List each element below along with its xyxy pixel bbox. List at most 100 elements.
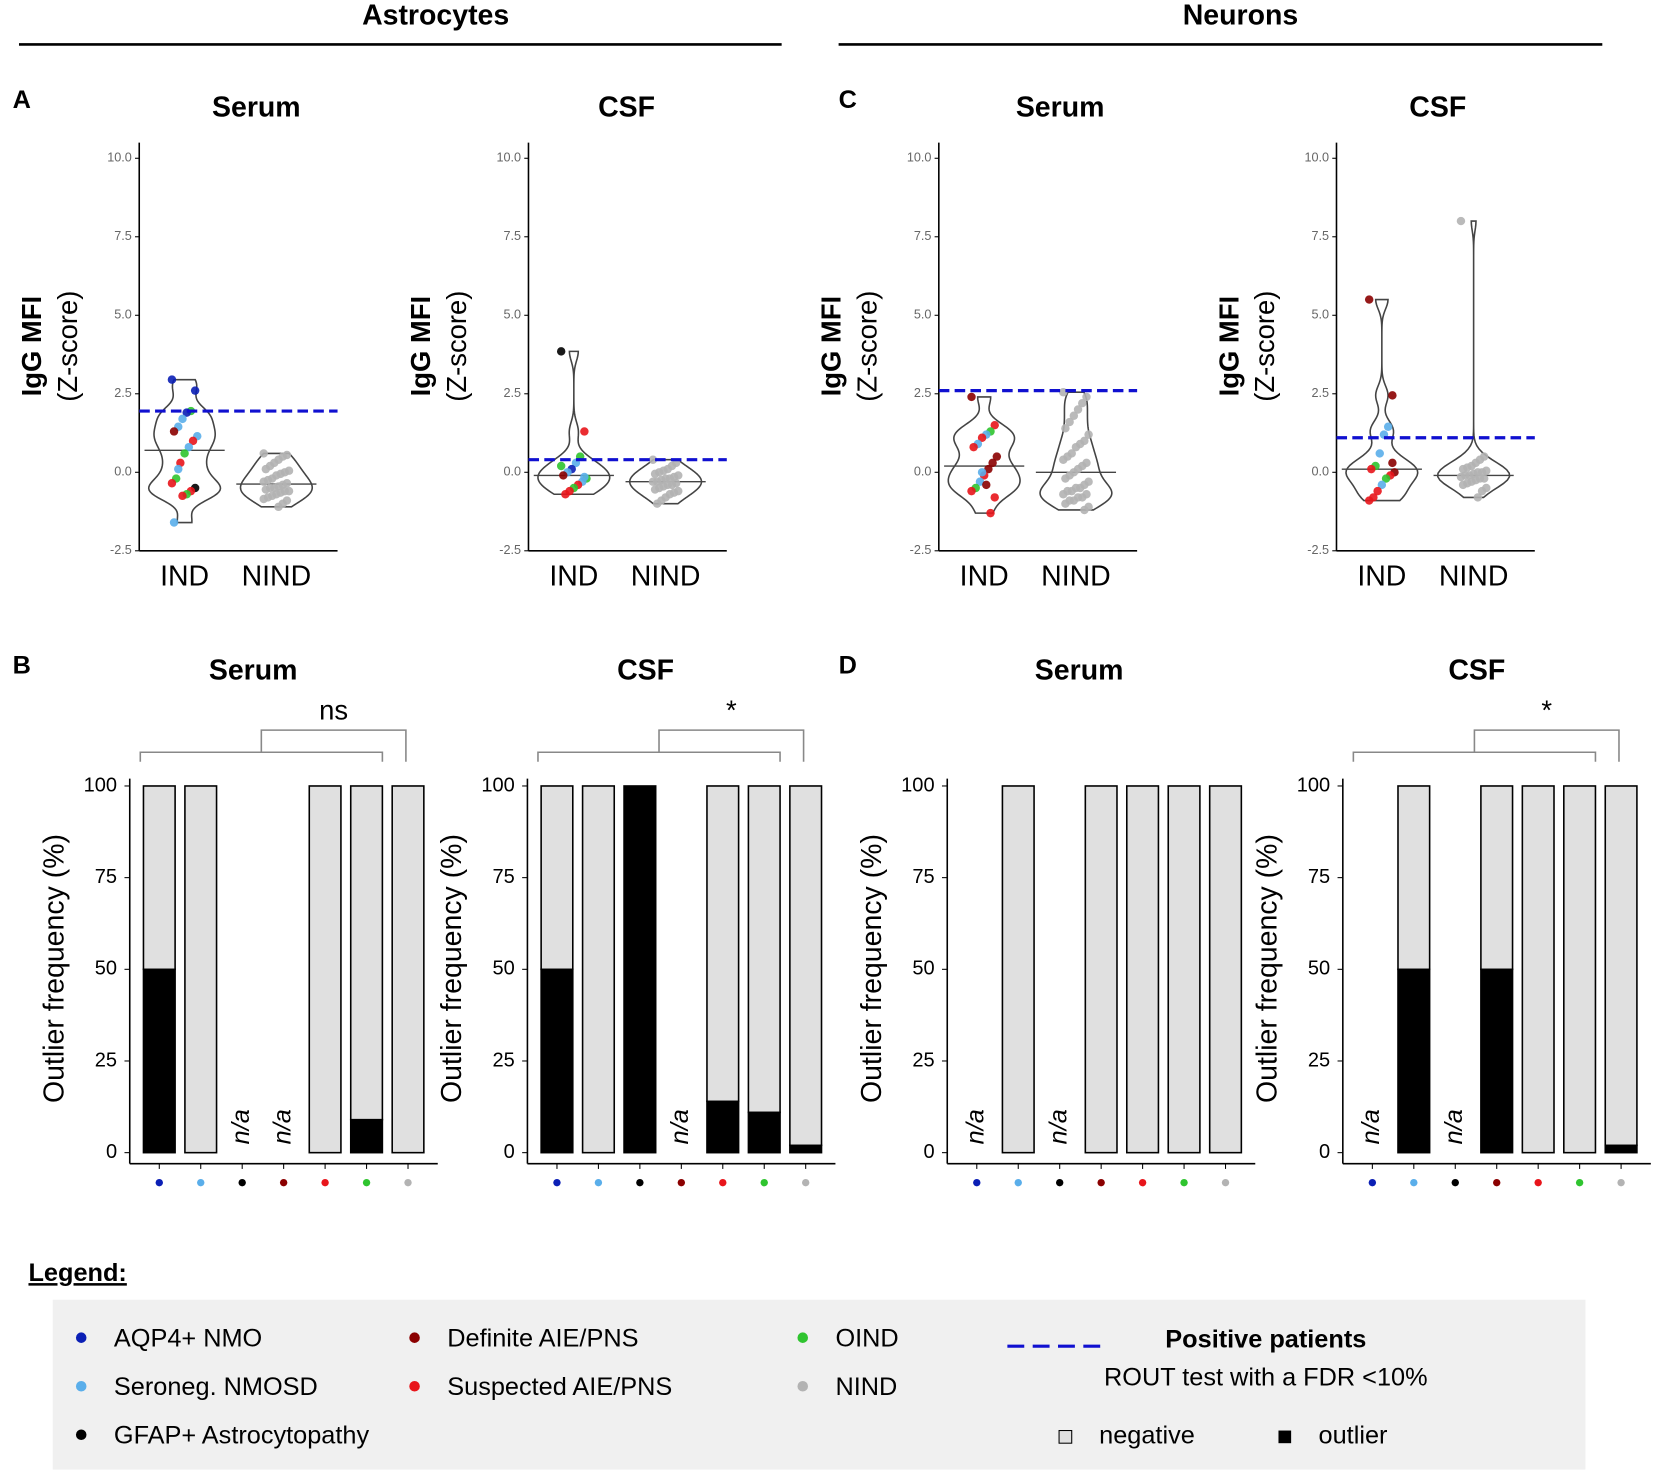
chart-title: Serum xyxy=(209,655,298,687)
y-tick-label: 75 xyxy=(1308,866,1330,888)
na-label: n/a xyxy=(1044,1109,1072,1144)
legend-marker xyxy=(75,1429,87,1441)
y-tick-label: 5.0 xyxy=(504,308,522,322)
y-tick-label: 2.5 xyxy=(504,386,522,400)
category-dot xyxy=(279,1178,288,1187)
legend-marker xyxy=(797,1380,809,1392)
bar-segment xyxy=(142,785,176,971)
data-point xyxy=(969,442,978,452)
data-point xyxy=(556,347,566,356)
y-tick-label: 50 xyxy=(912,958,934,980)
data-point xyxy=(178,414,187,424)
y-tick-label: 25 xyxy=(95,1049,117,1071)
legend-label: negative xyxy=(1099,1422,1195,1450)
y-tick-label: 7.5 xyxy=(504,229,522,243)
category-dot xyxy=(636,1178,644,1187)
bracket xyxy=(658,729,805,762)
panel-letter: D xyxy=(839,652,857,680)
y-tick-label: 2.5 xyxy=(1312,386,1330,400)
data-point xyxy=(1061,424,1070,433)
significance-label: * xyxy=(1541,694,1552,725)
data-point xyxy=(984,464,993,474)
data-point xyxy=(259,494,268,504)
legend-label: NIND xyxy=(835,1373,897,1401)
data-point xyxy=(1078,398,1087,408)
x-tick-label: NIND xyxy=(631,561,701,593)
header: Neurons xyxy=(1183,0,1298,32)
data-point xyxy=(975,477,985,486)
data-point xyxy=(977,433,987,442)
panel-letter: B xyxy=(13,652,31,680)
category-dot xyxy=(1138,1178,1147,1187)
data-point xyxy=(167,479,177,488)
y-tick-label: 100 xyxy=(1297,774,1330,796)
data-point xyxy=(967,392,976,402)
legend-marker xyxy=(1058,1430,1073,1444)
bar-segment xyxy=(540,968,574,1154)
data-point xyxy=(1473,493,1483,502)
bracket xyxy=(537,751,781,762)
chart-title: CSF xyxy=(617,655,674,687)
category-dot xyxy=(1097,1178,1105,1187)
violin xyxy=(537,350,611,496)
data-point xyxy=(559,471,568,480)
violin xyxy=(1345,298,1419,502)
y-axis-label: (Z-score) xyxy=(851,291,882,402)
category-dot xyxy=(1014,1178,1022,1187)
bar-segment xyxy=(391,785,425,1154)
legend-label: outlier xyxy=(1319,1422,1388,1450)
y-tick-label: 25 xyxy=(492,1049,514,1071)
legend-label: Positive patients xyxy=(1165,1326,1366,1354)
y-tick-label: 75 xyxy=(95,866,117,888)
y-tick-label: 0 xyxy=(1319,1141,1330,1163)
y-axis-label: Outlier frequency (%) xyxy=(856,834,888,1103)
category-dot xyxy=(362,1178,371,1187)
y-tick-label: 100 xyxy=(481,774,514,796)
na-label: n/a xyxy=(1357,1109,1385,1144)
data-point xyxy=(274,502,283,512)
y-tick-label: 10.0 xyxy=(496,151,521,165)
bar-segment xyxy=(1397,968,1431,1154)
y-tick-label: 0.0 xyxy=(1312,465,1330,479)
bar-segment xyxy=(747,785,781,1114)
y-tick-label: 75 xyxy=(912,866,934,888)
data-point xyxy=(1364,295,1374,304)
category-dot xyxy=(1368,1178,1377,1187)
bar-segment xyxy=(1480,785,1514,971)
bar-segment xyxy=(706,785,740,1103)
bar-segment xyxy=(789,785,823,1147)
bar-segment xyxy=(581,785,616,1154)
y-tick-label: -2.5 xyxy=(1307,543,1329,557)
data-point xyxy=(990,420,999,430)
bar-segment xyxy=(349,785,384,1121)
data-point xyxy=(1059,455,1068,464)
bar-segment xyxy=(1001,785,1035,1154)
y-tick-label: 25 xyxy=(1308,1049,1330,1071)
y-tick-label: 0.0 xyxy=(114,465,132,479)
bar-segment xyxy=(1167,785,1201,1154)
y-tick-label: 10.0 xyxy=(1304,151,1329,165)
data-point xyxy=(967,486,976,496)
y-axis-label: (Z-score) xyxy=(1249,291,1280,402)
y-tick-label: 2.5 xyxy=(914,386,932,400)
bar-segment xyxy=(1125,785,1160,1154)
y-axis-label: IgG MFI xyxy=(816,296,847,396)
data-point xyxy=(988,458,997,468)
x-tick-label: NIND xyxy=(242,561,312,593)
data-point xyxy=(180,449,189,458)
bar-segment xyxy=(789,1144,823,1154)
data-point xyxy=(650,485,660,494)
y-axis-label: (Z-score) xyxy=(52,291,83,402)
bar-segment xyxy=(308,785,342,1154)
legend-label: Definite AIE/PNS xyxy=(447,1325,638,1353)
category-dot xyxy=(197,1178,205,1187)
panel-letter: A xyxy=(13,86,31,114)
category-dot xyxy=(238,1178,246,1187)
data-point xyxy=(1065,417,1074,427)
y-tick-label: 7.5 xyxy=(1312,229,1330,243)
data-point xyxy=(1381,474,1391,483)
x-tick-label: IND xyxy=(549,561,598,593)
legend-marker xyxy=(75,1332,87,1343)
bar-segment xyxy=(349,1118,384,1154)
data-point xyxy=(259,477,268,486)
